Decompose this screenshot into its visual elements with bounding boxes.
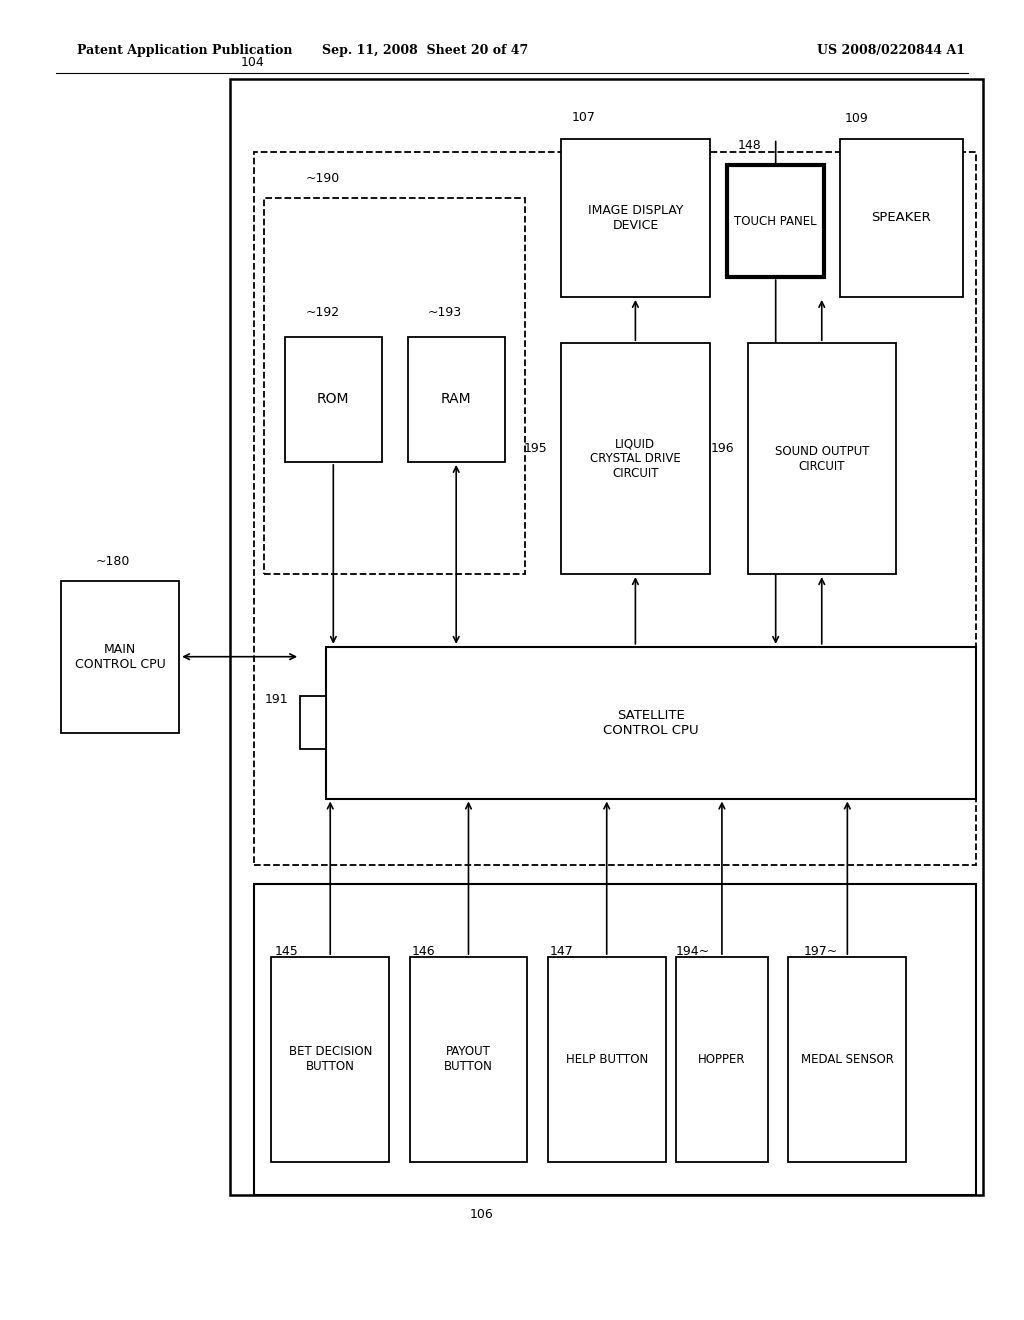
Text: MEDAL SENSOR: MEDAL SENSOR <box>801 1053 894 1065</box>
Text: 146: 146 <box>412 945 435 958</box>
Text: HOPPER: HOPPER <box>698 1053 745 1065</box>
Text: 104: 104 <box>241 55 264 69</box>
Text: ~180: ~180 <box>95 554 130 568</box>
Text: SATELLITE
CONTROL CPU: SATELLITE CONTROL CPU <box>603 709 698 737</box>
Text: ~193: ~193 <box>428 306 462 319</box>
Bar <box>300 697 326 750</box>
Bar <box>408 337 505 462</box>
Bar <box>410 957 527 1162</box>
Text: US 2008/0220844 A1: US 2008/0220844 A1 <box>817 44 965 57</box>
Text: IMAGE DISPLAY
DEVICE: IMAGE DISPLAY DEVICE <box>588 203 683 232</box>
Bar <box>285 337 382 462</box>
Text: 145: 145 <box>274 945 298 958</box>
Bar <box>548 957 666 1162</box>
Text: 109: 109 <box>845 112 868 125</box>
Text: FIG. 23: FIG. 23 <box>108 605 174 623</box>
Text: HELP BUTTON: HELP BUTTON <box>565 1053 648 1065</box>
Text: RAM: RAM <box>441 392 471 407</box>
Bar <box>840 139 963 297</box>
Bar <box>326 647 976 799</box>
Bar <box>788 957 906 1162</box>
Text: TOUCH PANEL: TOUCH PANEL <box>734 215 817 227</box>
Text: SOUND OUTPUT
CIRCUIT: SOUND OUTPUT CIRCUIT <box>774 445 869 473</box>
Bar <box>561 343 710 574</box>
Text: 195: 195 <box>524 442 548 455</box>
Bar <box>271 957 389 1162</box>
Text: SPEAKER: SPEAKER <box>871 211 931 224</box>
Text: ~192: ~192 <box>305 306 339 319</box>
Text: 147: 147 <box>550 945 573 958</box>
Text: 197~: 197~ <box>804 945 838 958</box>
Bar <box>61 581 179 733</box>
Bar <box>561 139 710 297</box>
Text: ~190: ~190 <box>305 172 339 185</box>
Text: 191: 191 <box>264 693 288 706</box>
Text: 106: 106 <box>469 1208 494 1221</box>
Text: BET DECISION
BUTTON: BET DECISION BUTTON <box>289 1045 372 1073</box>
Text: LIQUID
CRYSTAL DRIVE
CIRCUIT: LIQUID CRYSTAL DRIVE CIRCUIT <box>590 437 681 480</box>
Text: Patent Application Publication: Patent Application Publication <box>77 44 292 57</box>
Text: 194~: 194~ <box>676 945 710 958</box>
Bar <box>727 165 824 277</box>
Bar <box>676 957 768 1162</box>
Text: MAIN
CONTROL CPU: MAIN CONTROL CPU <box>75 643 166 671</box>
Bar <box>230 79 983 1195</box>
Text: 107: 107 <box>571 111 595 124</box>
Bar <box>254 884 976 1195</box>
Text: PAYOUT
BUTTON: PAYOUT BUTTON <box>444 1045 493 1073</box>
Bar <box>264 198 525 574</box>
Bar <box>254 152 976 865</box>
Text: 196: 196 <box>711 442 734 455</box>
Bar <box>748 343 896 574</box>
Text: 148: 148 <box>737 139 761 152</box>
Text: Sep. 11, 2008  Sheet 20 of 47: Sep. 11, 2008 Sheet 20 of 47 <box>322 44 528 57</box>
Text: ROM: ROM <box>317 392 349 407</box>
